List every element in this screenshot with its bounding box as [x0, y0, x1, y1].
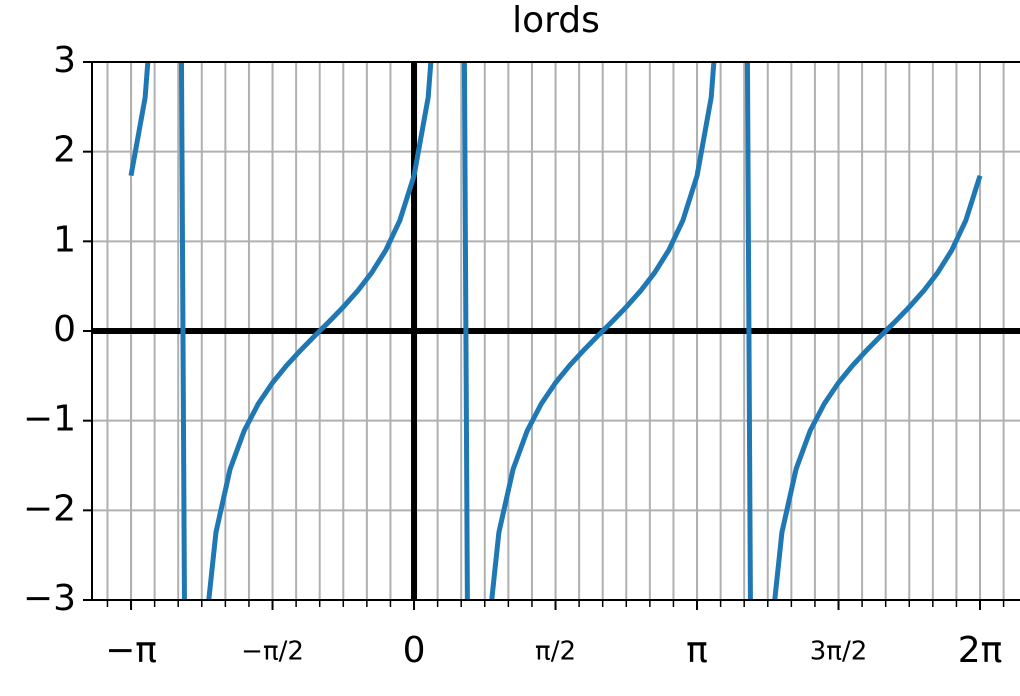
x-tick-label: 0 — [403, 630, 426, 671]
y-tick-label: 3 — [53, 40, 76, 81]
x-tick-label: 2π — [958, 630, 1003, 671]
x-tick-label: 3π/2 — [810, 637, 868, 667]
chart-title: lords — [512, 0, 600, 41]
x-tick-label: −π — [105, 630, 157, 671]
x-tick-label: π — [686, 630, 708, 671]
y-tick-label: 0 — [53, 309, 76, 350]
x-tick-label: π/2 — [535, 637, 576, 667]
y-tick-label: −1 — [23, 399, 76, 440]
y-tick-label: −3 — [23, 578, 76, 619]
y-tick-label: −2 — [23, 488, 76, 529]
line — [128, 62, 983, 600]
y-tick-label: 1 — [53, 219, 76, 260]
x-tick-label: −π/2 — [241, 637, 304, 667]
y-tick-label: 2 — [53, 130, 76, 171]
